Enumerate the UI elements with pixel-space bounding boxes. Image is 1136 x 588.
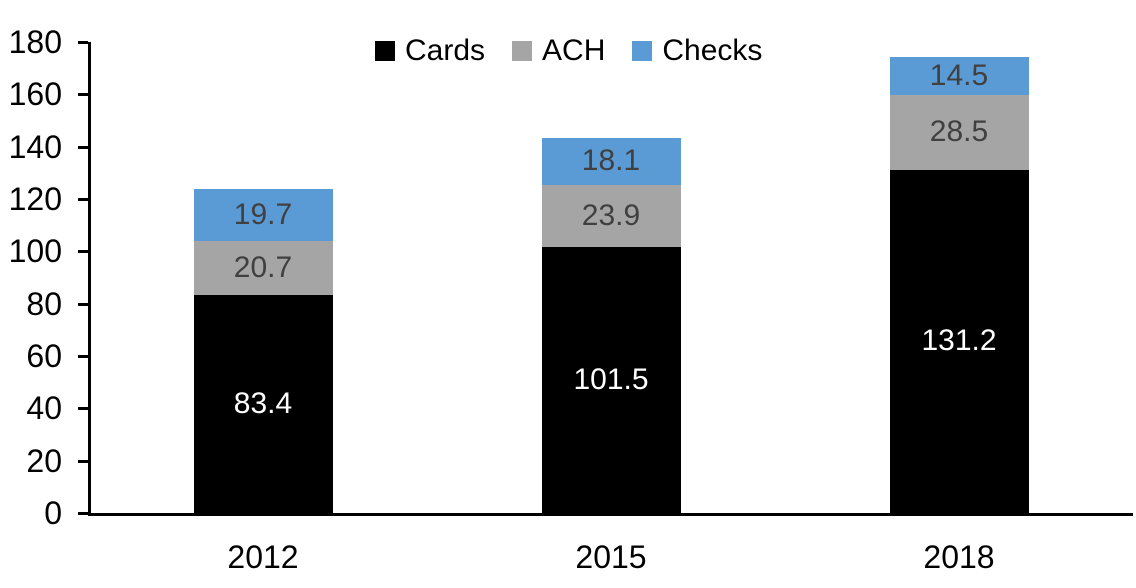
- bar-group-2015: 101.5 23.9 18.1: [541, 42, 681, 513]
- y-axis-tick-mark: [78, 302, 88, 306]
- y-axis-tick-label: 20: [26, 442, 62, 479]
- y-axis-tick-label: 140: [8, 128, 62, 165]
- bar-segment-cards-2015: 101.5: [541, 247, 681, 513]
- segment-value-label: 83.4: [233, 386, 293, 420]
- bar-segment-cards-2012: 83.4: [193, 294, 333, 513]
- y-axis-tick-mark: [78, 355, 88, 358]
- y-axis-tick-label: 180: [8, 24, 62, 60]
- legend-label-ach: ACH: [542, 34, 606, 67]
- legend-item-cards: Cards: [375, 36, 485, 66]
- bar-segment-ach-2015: 23.9: [541, 184, 681, 248]
- bar-segment-checks-2015: 18.1: [541, 137, 681, 185]
- y-axis-tick-label: 160: [8, 76, 62, 113]
- legend-label-checks: Checks: [662, 34, 763, 67]
- legend-item-checks: Checks: [632, 36, 762, 66]
- y-axis-tick-mark: [78, 145, 88, 149]
- bar-group-2018: 131.2 28.5 14.5: [889, 42, 1029, 513]
- segment-value-label: 20.7: [233, 250, 293, 284]
- cards-swatch-icon: [375, 41, 395, 61]
- y-axis-tick-mark: [78, 198, 88, 201]
- segment-value-label: 101.5: [573, 363, 649, 397]
- chart-legend: Cards ACH Checks: [375, 36, 762, 66]
- x-axis-line: [88, 513, 1133, 516]
- segment-value-label: 18.1: [581, 144, 641, 178]
- y-axis-tick-label: 100: [8, 233, 62, 270]
- segment-value-label: 23.9: [581, 199, 641, 233]
- segment-value-label: 131.2: [921, 324, 997, 358]
- y-axis-tick-label: 120: [8, 181, 62, 217]
- bar-segment-ach-2012: 20.7: [193, 240, 333, 295]
- y-axis-tick-label: 0: [44, 495, 62, 531]
- ach-swatch-icon: [512, 41, 533, 61]
- y-axis-tick-mark: [78, 407, 88, 411]
- checks-swatch-icon: [632, 41, 653, 61]
- bar-segment-checks-2012: 19.7: [193, 189, 333, 241]
- legend-label-cards: Cards: [405, 34, 486, 67]
- y-axis-tick-mark: [78, 93, 88, 97]
- segment-value-label: 28.5: [929, 115, 989, 149]
- x-axis-label-2015: 2015: [575, 539, 647, 575]
- y-axis-tick-label: 60: [26, 338, 62, 374]
- x-axis-label-2012: 2012: [227, 539, 299, 575]
- bar-segment-cards-2018: 131.2: [889, 169, 1029, 513]
- y-axis-tick-mark: [78, 250, 88, 254]
- bar-segment-checks-2018: 14.5: [889, 57, 1029, 96]
- y-axis-tick-mark: [78, 512, 88, 515]
- y-axis-tick-label: 40: [26, 390, 62, 427]
- y-axis-line: [88, 42, 91, 516]
- segment-value-label: 19.7: [233, 197, 293, 231]
- segment-value-label: 14.5: [929, 59, 989, 93]
- bar-segment-ach-2018: 28.5: [889, 95, 1029, 170]
- bar-group-2012: 83.4 20.7 19.7: [193, 42, 333, 513]
- legend-item-ach: ACH: [512, 36, 605, 66]
- y-axis-tick-mark: [78, 41, 88, 44]
- x-axis-label-2018: 2018: [923, 539, 995, 575]
- y-axis-tick-label: 80: [26, 285, 62, 322]
- y-axis-tick-mark: [78, 459, 88, 463]
